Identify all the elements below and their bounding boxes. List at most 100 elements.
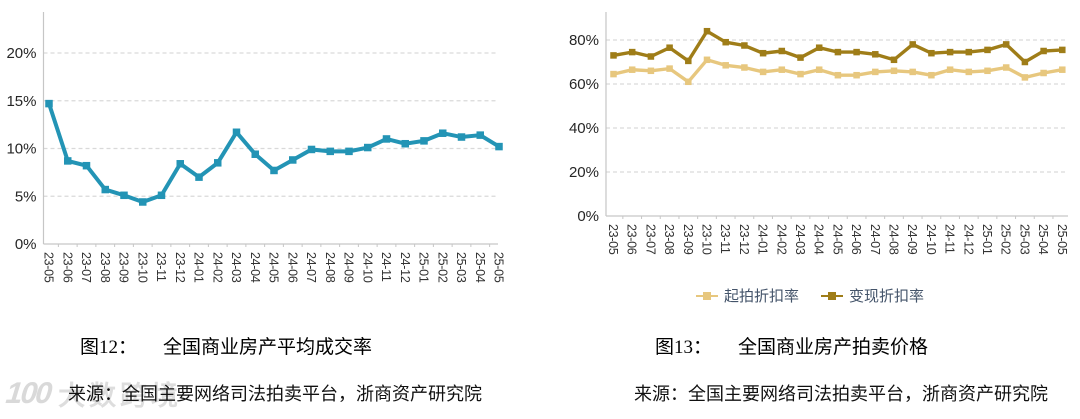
data-point-marker <box>382 135 391 143</box>
data-point-marker <box>495 142 503 151</box>
x-tick-label: 25-02 <box>435 252 449 283</box>
data-point-marker <box>457 133 466 141</box>
series-line-0 <box>47 102 501 205</box>
x-tick-label: 23-09 <box>681 224 695 255</box>
data-point-marker <box>628 48 636 56</box>
figure-label-left: 图12： <box>80 337 138 358</box>
data-point-marker <box>251 150 259 158</box>
data-point-marker <box>834 48 842 56</box>
data-point-marker <box>741 64 748 71</box>
data-point-marker <box>666 44 673 51</box>
data-point-marker <box>722 62 729 69</box>
x-tick-label: 25-03 <box>454 252 468 283</box>
data-point-marker <box>797 54 804 61</box>
data-point-marker <box>890 56 898 64</box>
data-point-marker <box>1021 58 1029 66</box>
series-line-0 <box>613 57 1063 85</box>
x-tick-label: 23-10 <box>135 252 149 283</box>
data-point-marker <box>1059 66 1066 73</box>
x-tick-label: 23-05 <box>42 252 56 283</box>
data-point-marker <box>946 48 954 56</box>
data-point-marker <box>778 47 786 55</box>
figure-title-left: 全国商业房产平均成交率 <box>163 337 373 358</box>
x-tick-label: 25-05 <box>492 252 506 283</box>
source-right: 来源：全国主要网络司法拍卖平台，浙商资产研究院 <box>634 384 1048 404</box>
x-tick-label: 24-08 <box>323 252 337 283</box>
data-point-marker <box>232 128 241 137</box>
data-point-marker <box>628 66 636 73</box>
x-tick-label: 24-09 <box>342 252 356 283</box>
data-point-marker <box>759 68 767 76</box>
y-tick-label: 20% <box>6 45 36 62</box>
x-tick-label: 23-07 <box>643 224 657 255</box>
data-point-marker <box>120 191 128 200</box>
watermark-logo-icon: 100 <box>4 376 52 410</box>
data-point-marker <box>815 66 823 73</box>
legend-marker-icon <box>695 291 718 300</box>
figure-caption-right: 图13： 全国商业房产拍卖价格 <box>655 332 928 359</box>
x-tick-label: 24-07 <box>304 252 318 283</box>
data-point-marker <box>946 66 954 73</box>
x-tick-label: 25-04 <box>1036 224 1050 255</box>
source-left: 来源：全国主要网络司法拍卖平台，浙商资产研究院 <box>68 384 482 404</box>
x-tick-label: 25-01 <box>980 224 994 255</box>
data-point-marker <box>139 198 147 206</box>
data-point-marker <box>647 53 655 60</box>
data-point-marker <box>176 160 184 168</box>
x-tick-label: 23-07 <box>79 252 93 283</box>
x-tick-label: 25-03 <box>1017 224 1031 255</box>
x-tick-label: 24-03 <box>229 252 243 283</box>
legend-label: 起拍折扣率 <box>723 288 799 305</box>
x-tick-label: 24-10 <box>360 252 374 283</box>
x-tick-label: 23-08 <box>662 224 676 255</box>
data-point-marker <box>909 68 916 76</box>
legend-label: 变现折扣率 <box>849 288 925 305</box>
data-point-marker <box>797 70 804 78</box>
data-point-marker <box>364 143 372 152</box>
data-point-marker <box>666 65 673 72</box>
figure-caption-left: 图12： 全国商业房产平均成交率 <box>80 332 372 359</box>
x-tick-label: 24-11 <box>379 252 393 282</box>
data-point-marker <box>157 191 166 200</box>
data-point-marker <box>439 129 447 137</box>
x-tick-label: 24-11 <box>943 224 957 254</box>
x-tick-label: 23-05 <box>606 224 620 255</box>
y-tick-label: 40% <box>569 120 599 137</box>
data-point-marker <box>815 44 823 51</box>
y-tick-label: 0% <box>15 236 37 253</box>
data-point-marker <box>1040 47 1047 55</box>
data-point-marker <box>703 27 711 35</box>
legend-item-1: 变现折扣率 <box>821 285 924 306</box>
x-tick-label: 23-12 <box>737 224 751 255</box>
transaction-rate-line-chart: 0% 5% 10% 15% 20% 23-05 23-06 23-07 23-08 23-09 23… <box>6 12 506 283</box>
x-tick-label: 24-05 <box>830 224 844 255</box>
x-tick-label: 24-05 <box>267 252 281 283</box>
x-tick-label: 23-11 <box>154 252 168 282</box>
y-tick-label: 20% <box>569 164 599 181</box>
data-point-marker <box>101 185 109 194</box>
x-tick-label: 24-01 <box>192 252 206 283</box>
data-point-marker <box>853 71 860 79</box>
data-point-marker <box>214 159 222 167</box>
data-point-marker <box>984 46 991 54</box>
x-tick-label: 24-09 <box>905 224 919 255</box>
data-point-marker <box>872 51 879 58</box>
x-tick-label: 23-06 <box>625 224 639 255</box>
data-point-marker <box>909 41 916 48</box>
data-point-marker <box>647 67 655 75</box>
x-tick-label: 24-06 <box>285 252 299 283</box>
data-point-marker <box>420 137 428 145</box>
data-point-marker <box>965 68 973 76</box>
data-point-marker <box>195 173 203 181</box>
y-tick-label: 80% <box>569 32 599 49</box>
x-tick-label: 24-12 <box>398 252 412 283</box>
x-tick-label: 24-12 <box>961 224 975 255</box>
y-tick-label: 0% <box>577 208 599 225</box>
x-tick-label: 24-03 <box>793 224 807 255</box>
data-point-marker <box>345 147 353 156</box>
data-point-marker <box>326 147 334 156</box>
data-point-marker <box>834 71 842 79</box>
auction-price-line-chart: 0% 20% 40% 60% 80% 23-05 23-06 23-07 23-08 23-09 2… <box>569 12 1069 255</box>
data-point-marker <box>1002 41 1010 48</box>
